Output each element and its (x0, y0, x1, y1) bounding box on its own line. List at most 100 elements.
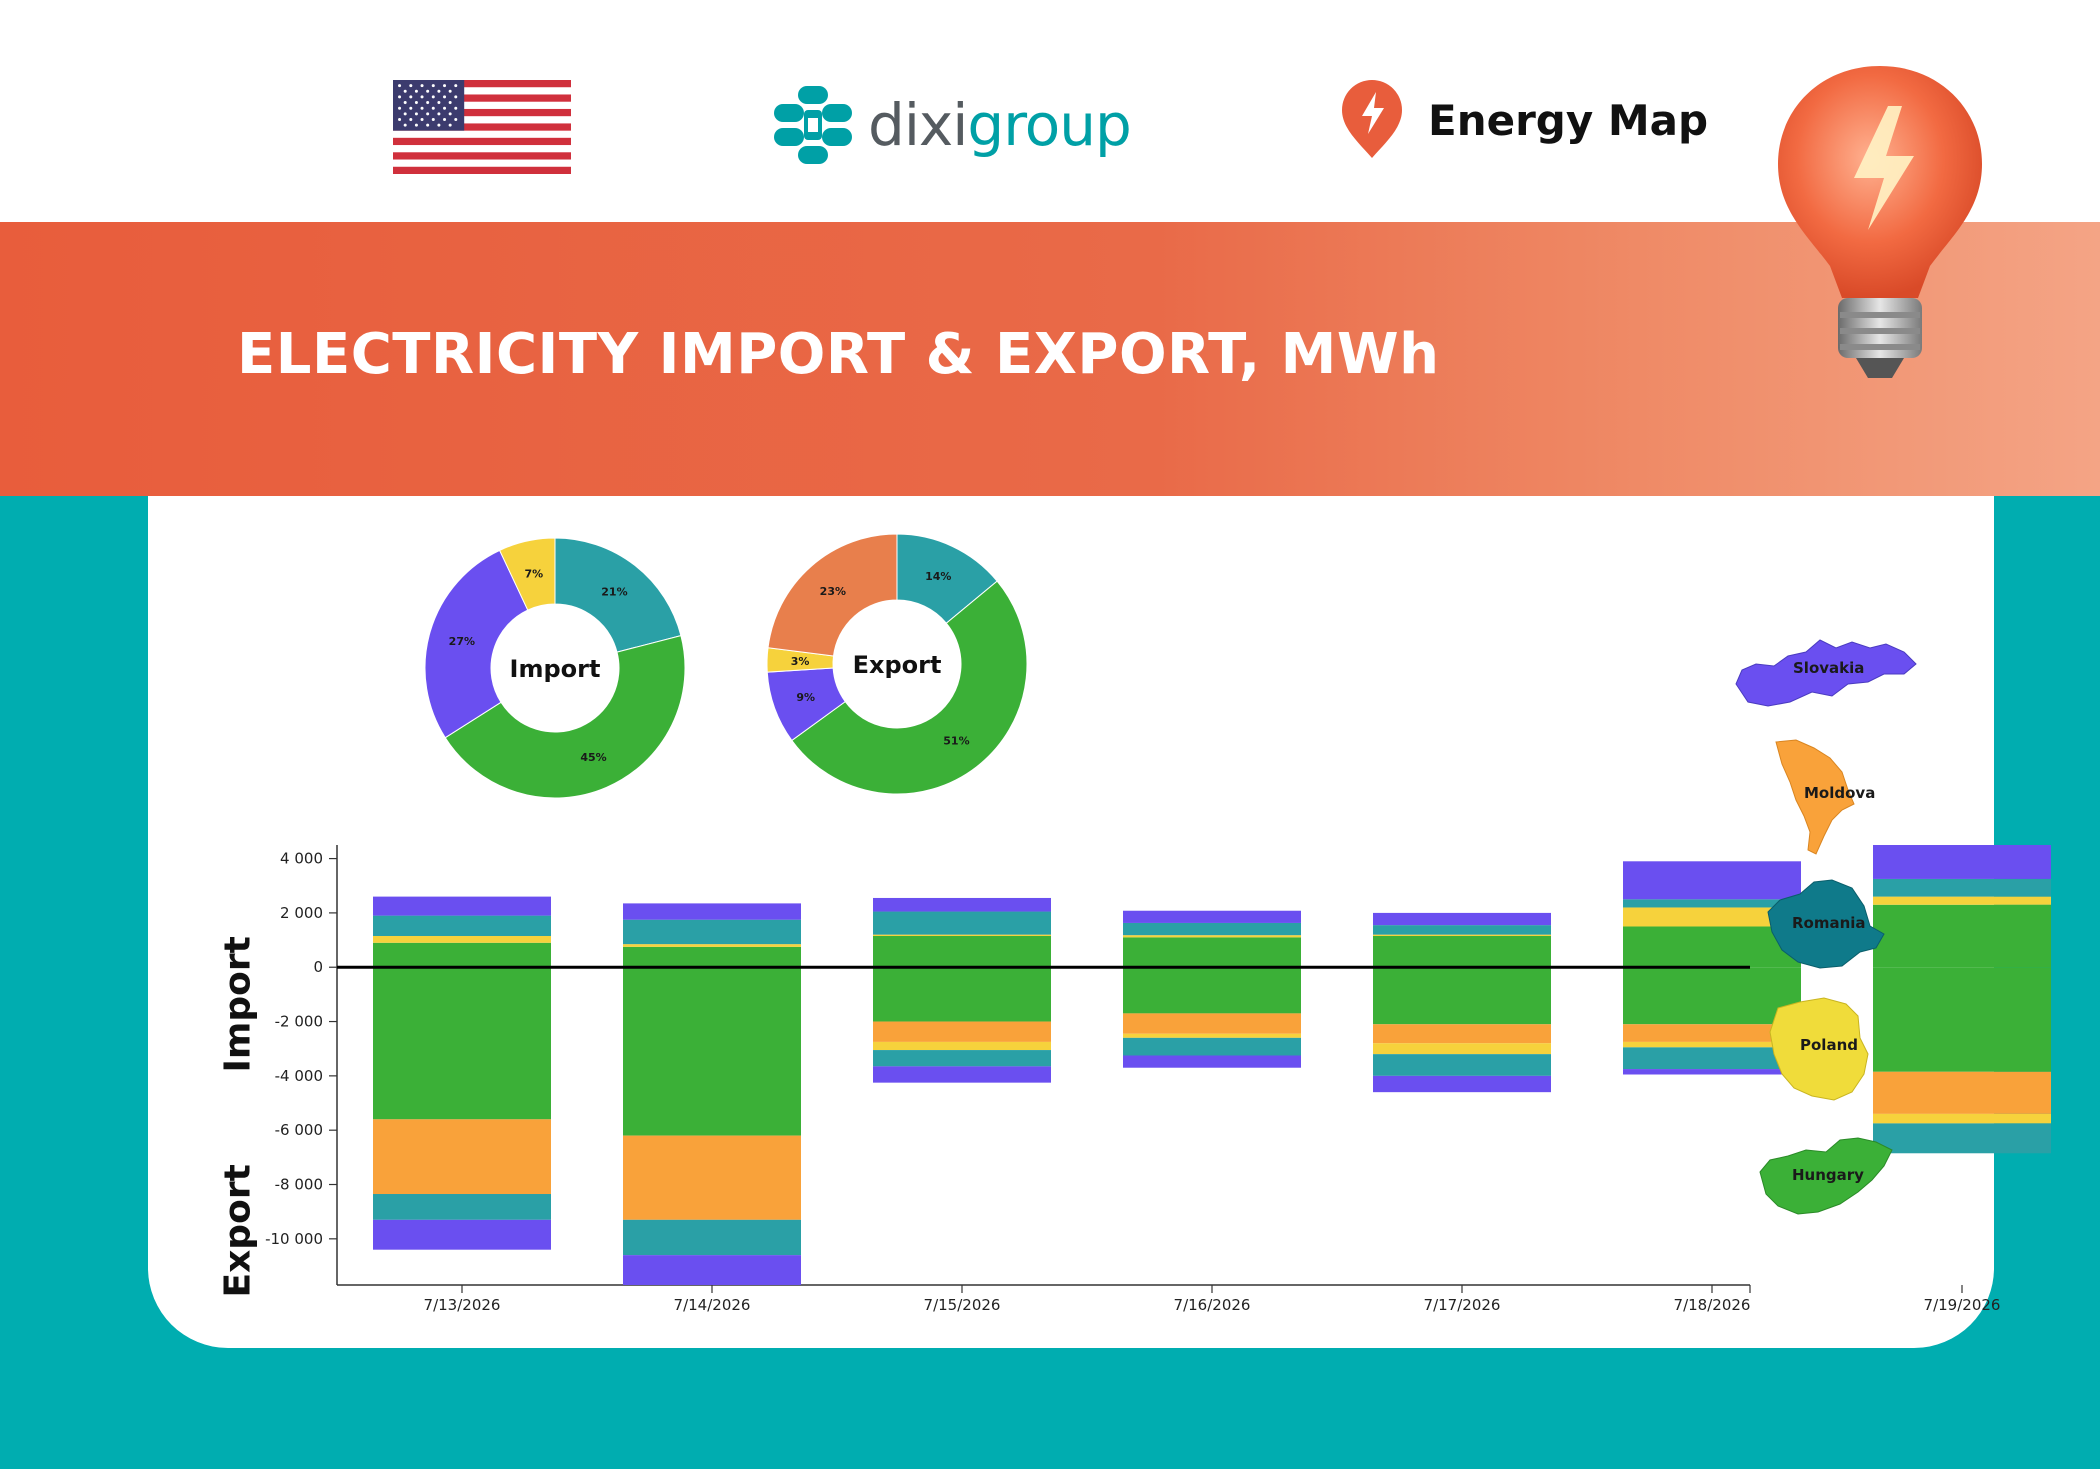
x-tick-label: 7/19/2026 (1924, 1296, 2001, 1314)
bar-import-poland (1873, 896, 2051, 905)
moldova-map-icon (1775, 739, 1855, 855)
bar-import-slovakia (1623, 861, 1801, 900)
y-tick-label: 4 000 (280, 850, 323, 868)
bar-export-moldova (1123, 1013, 1301, 1034)
donut-export-value-label: 3% (791, 655, 810, 668)
donut-import-title: Import (510, 655, 601, 683)
light-bulb-icon (1778, 66, 1982, 378)
bar-import-romania (1123, 922, 1301, 936)
bar-import-slovakia (1873, 845, 2051, 879)
bar-export-moldova (873, 1021, 1051, 1042)
energy-map-logo: Energy Map (1340, 78, 1708, 162)
bar-export-poland (1123, 1033, 1301, 1038)
bar-export-hungary (1873, 967, 2051, 1072)
bar-export-moldova (1623, 1024, 1801, 1042)
donut-import-value-label: 27% (449, 635, 475, 648)
bar-import-slovakia (1373, 912, 1551, 926)
bar-export-moldova (1873, 1071, 2051, 1114)
y-tick-label: -8 000 (275, 1176, 323, 1194)
x-tick-label: 7/16/2026 (1174, 1296, 1251, 1314)
slovakia-map-icon (1735, 639, 1917, 707)
bar-export-hungary (1373, 967, 1551, 1025)
dixigroup-logo-icon (774, 86, 852, 164)
bar-import-romania (873, 911, 1051, 935)
title-band (0, 222, 2100, 496)
bar-export-slovakia (1373, 1075, 1551, 1093)
donut-export-value-label: 9% (796, 691, 815, 704)
bar-export-slovakia (623, 1255, 801, 1285)
energy-map-label: Energy Map (1428, 95, 1709, 145)
bar-export-romania (1123, 1037, 1301, 1056)
bar-import-romania (623, 919, 801, 945)
bar-export-poland (1873, 1113, 2051, 1124)
bar-export-poland (1623, 1041, 1801, 1048)
us-flag-icon (393, 80, 571, 174)
y-tick-label: 0 (313, 958, 323, 976)
header-bar (0, 0, 2100, 222)
bar-import-poland (873, 934, 1051, 936)
bar-export-moldova (623, 1135, 801, 1220)
poland-map-icon (1769, 997, 1869, 1101)
bar-export-slovakia (873, 1066, 1051, 1083)
country-label-poland: Poland (1800, 1036, 1858, 1054)
bar-export-hungary (873, 967, 1051, 1022)
y-tick-label: 2 000 (280, 904, 323, 922)
bar-import-slovakia (373, 896, 551, 916)
bar-export-hungary (1623, 967, 1801, 1025)
y-axis-label-export: Export (217, 1164, 259, 1298)
y-axis-label-import: Import (217, 936, 259, 1073)
dixigroup-logo: dixigroup (770, 82, 1132, 168)
bar-import-romania (1873, 878, 2051, 897)
bar-import-romania (1623, 899, 1801, 908)
bar-import-romania (373, 915, 551, 936)
bar-import-hungary (873, 935, 1051, 968)
bar-export-hungary (623, 967, 801, 1136)
x-tick-label: 7/18/2026 (1674, 1296, 1751, 1314)
bar-export-hungary (1123, 967, 1301, 1014)
bar-import-romania (1373, 925, 1551, 935)
x-tick-label: 7/17/2026 (1424, 1296, 1501, 1314)
bar-import-slovakia (1123, 910, 1301, 923)
bar-export-slovakia (373, 1219, 551, 1250)
location-pin-icon (1342, 80, 1402, 158)
donut-export-slice-hungary (791, 580, 1028, 795)
x-tick-label: 7/14/2026 (674, 1296, 751, 1314)
donut-import-value-label: 45% (580, 751, 606, 764)
bar-export-poland (1373, 1043, 1551, 1055)
bar-import-hungary (1373, 935, 1551, 968)
donut-import-slice-romania (554, 537, 682, 653)
donut-import-value-label: 7% (524, 567, 543, 580)
bar-export-slovakia (1123, 1055, 1301, 1068)
x-tick-label: 7/13/2026 (424, 1296, 501, 1314)
bar-import-slovakia (873, 897, 1051, 912)
bar-import-hungary (1873, 904, 2051, 968)
bar-export-romania (1373, 1054, 1551, 1076)
bar-export-moldova (1373, 1024, 1551, 1044)
x-tick-label: 7/15/2026 (924, 1296, 1001, 1314)
bar-import-poland (373, 935, 551, 943)
bar-export-moldova (373, 1119, 551, 1195)
donut-export-value-label: 14% (925, 570, 951, 583)
donut-import-slice-hungary (444, 635, 686, 799)
bar-export-hungary (373, 967, 551, 1120)
bar-import-hungary (373, 942, 551, 968)
bar-export-romania (373, 1194, 551, 1220)
donut-export-title: Export (853, 651, 942, 679)
brand-name: dixigroup (868, 91, 1132, 159)
bar-export-romania (1873, 1123, 2051, 1154)
bar-export-poland (873, 1041, 1051, 1051)
donut-export-slice-moldova (767, 533, 898, 657)
y-tick-label: -6 000 (275, 1121, 323, 1139)
country-label-romania: Romania (1792, 914, 1866, 932)
bar-export-romania (873, 1050, 1051, 1067)
y-tick-label: -10 000 (265, 1230, 323, 1248)
donut-import-slice-slovakia (424, 549, 529, 739)
page-title: ELECTRICITY IMPORT & EXPORT, MWh (237, 322, 1440, 387)
bar-export-romania (623, 1219, 801, 1256)
bar-import-poland (1123, 935, 1301, 938)
bar-import-poland (623, 944, 801, 947)
bar-import-hungary (623, 946, 801, 968)
hungary-map-icon (1759, 1137, 1893, 1215)
bar-import-poland (1623, 907, 1801, 927)
